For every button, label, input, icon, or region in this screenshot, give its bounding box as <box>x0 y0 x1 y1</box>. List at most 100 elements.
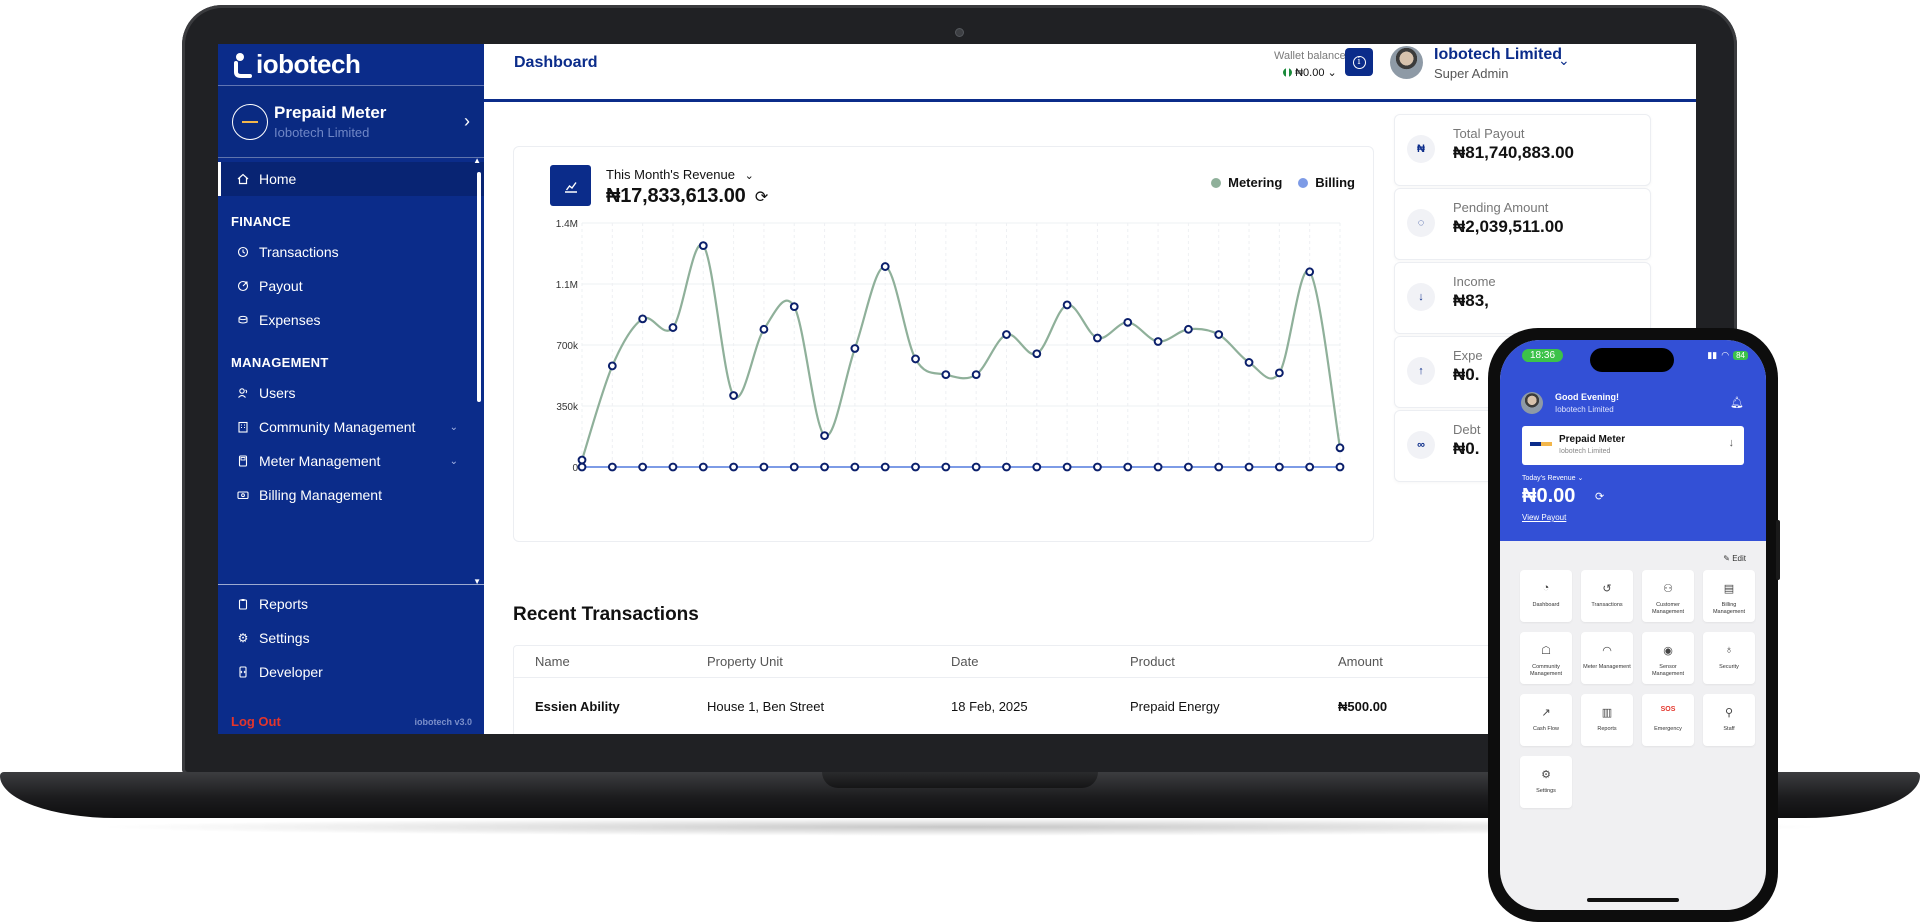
sidebar-item-label: Settings <box>259 630 310 646</box>
tile-label: Transactions <box>1591 602 1623 608</box>
data-point-metering <box>1093 333 1102 343</box>
home-icon <box>236 172 250 186</box>
column-header[interactable]: Amount <box>1338 654 1383 669</box>
data-point-metering <box>1184 324 1193 334</box>
tile-dashboard[interactable]: ◔ Dashboard <box>1520 570 1572 622</box>
sidebar-item-label: Transactions <box>259 244 339 260</box>
laptop-shadow <box>90 818 1830 836</box>
legend-billing[interactable]: Billing <box>1298 175 1355 190</box>
tile-label: Community Management <box>1529 664 1563 677</box>
link-icon: ∞ <box>1407 431 1435 459</box>
brand-logo[interactable]: iobotech <box>218 44 484 86</box>
column-header[interactable]: Property Unit <box>707 654 783 669</box>
arrow-up-icon: ↑ <box>1407 357 1435 385</box>
edit-button[interactable]: ✎ Edit <box>1723 554 1746 563</box>
sidebar-item-transactions[interactable]: Transactions <box>218 235 484 269</box>
data-point-billing <box>607 462 617 472</box>
column-header[interactable]: Product <box>1130 654 1175 669</box>
data-point-metering <box>971 370 981 380</box>
tile-label: Billing Management <box>1712 602 1746 615</box>
sidebar-item-billing-management[interactable]: Billing Management <box>218 478 484 512</box>
refresh-icon[interactable]: ⟳ <box>1595 491 1605 503</box>
data-point-billing <box>759 462 769 472</box>
chevron-down-icon: ⌄ <box>449 455 458 467</box>
tile-sensor-management[interactable]: ◉ Sensor Management <box>1642 632 1694 684</box>
phone-revenue-select[interactable]: Today's Revenue ⌄ <box>1522 474 1583 482</box>
brand-mark-icon <box>234 52 252 78</box>
sidebar-item-payout[interactable]: Payout <box>218 269 484 303</box>
user-role: Super Admin <box>1434 66 1509 81</box>
meter-title: Prepaid Meter <box>274 103 387 122</box>
tile-label: Settings <box>1536 788 1556 794</box>
view-payout-link[interactable]: View Payout <box>1522 513 1567 522</box>
tile-label: Reports <box>1597 726 1617 732</box>
user-name: Iobotech Limited <box>1434 46 1562 63</box>
revenue-chart-card: This Month's Revenue ⌄ ₦17,833,613.00 ⟳ … <box>513 146 1374 542</box>
scroll-down-icon[interactable]: ▼ <box>473 577 481 586</box>
wallet-balance[interactable]: Wallet balance ₦0.00 ⌄ <box>1274 50 1346 79</box>
data-point-billing <box>941 462 951 472</box>
sidebar-item-reports[interactable]: Reports <box>218 587 484 621</box>
refresh-icon[interactable]: ⟳ <box>754 189 769 206</box>
sidebar-item-meter-management[interactable]: Meter Management ⌄ <box>218 444 484 478</box>
chevron-down-icon: ⌄ <box>449 421 458 433</box>
bell-icon[interactable]: 🔔︎ <box>1730 397 1744 409</box>
data-point-metering <box>577 455 587 465</box>
dynamic-island <box>1590 348 1674 372</box>
column-header[interactable]: Date <box>951 654 979 669</box>
sidebar-item-label: Expenses <box>259 312 321 328</box>
tile-security[interactable]: ♁ Security <box>1703 632 1755 684</box>
tile-customer-management[interactable]: ⚇ Customer Management <box>1642 570 1694 622</box>
chevron-down-icon[interactable]: ⌄ <box>1558 52 1570 68</box>
tile-reports[interactable]: ▥ Reports <box>1581 694 1633 746</box>
info-button[interactable]: i <box>1345 48 1373 76</box>
avatar[interactable] <box>1390 46 1423 79</box>
tile-staff[interactable]: ⚲ Staff <box>1703 694 1755 746</box>
clipboard-icon <box>236 597 250 611</box>
phone-avatar[interactable] <box>1521 392 1543 414</box>
logout-button[interactable]: Log Out <box>231 714 281 729</box>
nav-scroll[interactable]: Home FINANCE Transactions Payout Expense… <box>218 156 484 586</box>
sidebar-item-developer[interactable]: Developer <box>218 655 484 689</box>
tile-billing-management[interactable]: ▤ Billing Management <box>1703 570 1755 622</box>
tile-transactions[interactable]: ↺ Transactions <box>1581 570 1633 622</box>
sidebar-item-users[interactable]: Users <box>218 376 484 410</box>
tile-label: Dashboard <box>1532 602 1560 608</box>
edit-label: Edit <box>1732 554 1746 563</box>
legend-metering[interactable]: Metering <box>1211 175 1282 190</box>
y-tick-label: 700k <box>556 341 579 352</box>
meter-subtitle: Iobotech Limited <box>274 125 370 140</box>
tile-emergency[interactable]: SOS Emergency <box>1642 694 1694 746</box>
tile-community-management[interactable]: ☖ Community Management <box>1520 632 1572 684</box>
scroll-up-icon[interactable]: ▲ <box>473 156 481 165</box>
sidebar-scrollbar[interactable] <box>477 172 481 402</box>
data-point-billing <box>1123 462 1133 472</box>
meter-icon <box>236 454 250 468</box>
revenue-period-select[interactable]: This Month's Revenue ⌄ <box>606 167 754 182</box>
data-point-metering <box>1153 337 1163 346</box>
tile-meter-management[interactable]: ◠ Meter Management <box>1581 632 1633 684</box>
y-tick-label: 1.1M <box>556 280 578 291</box>
sidebar-item-label: Community Management <box>259 419 416 435</box>
phone-company: Iobotech Limited <box>1555 405 1614 414</box>
column-header[interactable]: Name <box>535 654 570 669</box>
tile-settings[interactable]: ⚙ Settings <box>1520 756 1572 808</box>
tile-cash-flow[interactable]: ↗ Cash Flow <box>1520 694 1572 746</box>
sidebar-item-expenses[interactable]: Expenses <box>218 303 484 337</box>
sidebar-item-label: Developer <box>259 664 323 680</box>
table-row[interactable]: Essien Ability House 1, Ben Street 18 Fe… <box>514 678 1532 734</box>
sidebar-item-home[interactable]: Home <box>218 162 484 196</box>
stat-label: Total Payout <box>1453 126 1525 141</box>
phone-button <box>1776 520 1780 580</box>
wifi-icon: ◠ <box>1721 350 1730 360</box>
tile-label: Sensor Management <box>1651 664 1685 677</box>
meter-switcher[interactable]: Prepaid Meter Iobotech Limited › <box>218 86 484 158</box>
info-icon: i <box>1352 55 1366 69</box>
phone-meter-subtitle: Iobotech Limited <box>1559 448 1611 455</box>
tile-label: Meter Management <box>1583 664 1631 670</box>
data-point-metering <box>607 361 617 371</box>
sidebar-item-settings[interactable]: ⚙ Settings <box>218 621 484 655</box>
sidebar-item-community-management[interactable]: Community Management ⌄ <box>218 410 484 444</box>
phone-meter-selector[interactable]: Prepaid Meter Iobotech Limited ↓ <box>1522 426 1744 465</box>
chart-icon <box>550 165 591 206</box>
